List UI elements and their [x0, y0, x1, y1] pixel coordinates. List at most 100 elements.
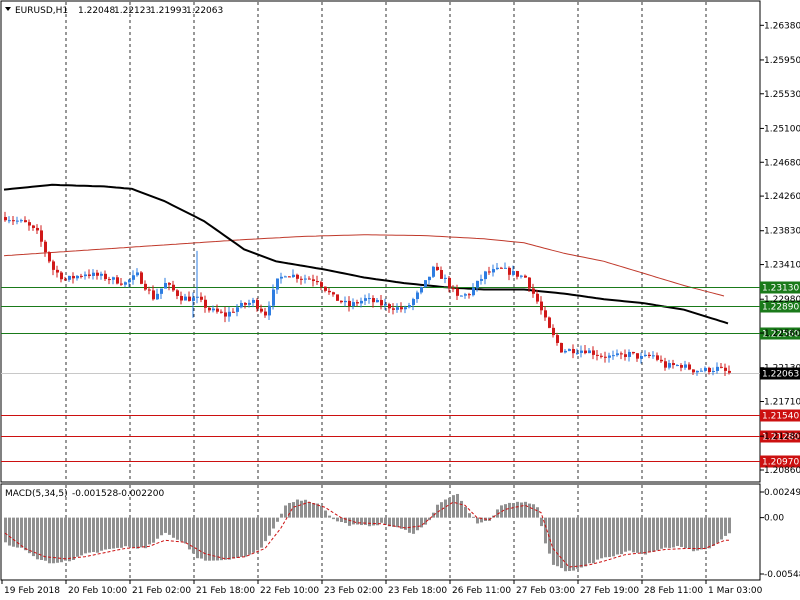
- candle-body: [100, 273, 103, 276]
- candle-body: [164, 283, 167, 289]
- candle-body: [200, 296, 203, 300]
- macd-bar: [296, 499, 299, 518]
- candle-body: [24, 220, 27, 223]
- bear-candle: [548, 316, 551, 329]
- time-tick-label: 1 Mar 03:00: [708, 586, 763, 596]
- macd-bar: [648, 517, 651, 553]
- candle-body: [324, 286, 327, 291]
- macd-bar: [228, 517, 231, 560]
- support-level-label: 1.22890: [762, 303, 799, 313]
- macd-bar: [584, 517, 587, 567]
- macd-bar: [360, 517, 363, 526]
- macd-bar: [340, 517, 343, 522]
- price-tick-label: 1.20860: [764, 466, 800, 476]
- macd-bar: [212, 517, 215, 561]
- price-tick-label: 1.26380: [764, 21, 800, 31]
- bull-candle: [492, 264, 495, 277]
- bear-candle: [600, 353, 603, 359]
- candle-body: [620, 353, 623, 355]
- candle-body: [448, 277, 451, 289]
- bear-candle: [40, 225, 43, 247]
- macd-bar: [624, 517, 627, 552]
- bull-candle: [712, 367, 715, 376]
- candle-body: [400, 307, 403, 310]
- bull-candle: [640, 352, 643, 364]
- bull-candle: [160, 288, 163, 299]
- candle-body: [412, 299, 415, 306]
- macd-axis: 0.002491 0.00 -0.005481: [760, 488, 800, 580]
- macd-signal-value: -0.002200: [118, 489, 164, 499]
- dropdown-triangle-icon[interactable]: [5, 7, 11, 11]
- candle-body: [664, 361, 667, 368]
- candle-body: [28, 222, 31, 226]
- candle-body: [700, 370, 703, 372]
- macd-bar: [468, 513, 471, 518]
- bear-candle: [540, 296, 543, 315]
- candle-body: [496, 267, 499, 270]
- candle-body: [288, 276, 291, 278]
- bear-candle: [244, 302, 247, 309]
- bull-candle: [236, 304, 239, 317]
- macd-bar: [112, 517, 115, 549]
- macd-bar: [536, 507, 539, 518]
- bear-candle: [200, 292, 203, 303]
- macd-bar: [436, 504, 439, 518]
- macd-bar: [388, 517, 391, 527]
- macd-bar: [192, 517, 195, 554]
- candle-body: [260, 308, 263, 312]
- macd-bar: [576, 517, 579, 569]
- bear-candle: [672, 359, 675, 369]
- bear-candle: [624, 349, 627, 361]
- candle-body: [660, 359, 663, 362]
- bear-candle: [256, 298, 259, 312]
- resistance-level-label: 1.21280: [762, 433, 799, 443]
- macd-bar: [620, 517, 623, 555]
- bear-candle: [500, 266, 503, 269]
- bear-candle: [488, 266, 491, 275]
- candle-body: [296, 274, 299, 279]
- macd-bar: [120, 517, 123, 548]
- macd-bar: [568, 517, 571, 572]
- time-tick-label: 19 Feb 2018: [4, 586, 60, 596]
- bull-candle: [644, 350, 647, 358]
- bull-candle: [196, 250, 199, 304]
- bull-candle: [292, 269, 295, 279]
- ma-slow-path: [3, 234, 725, 297]
- macd-bar: [656, 517, 659, 551]
- time-tick-label: 27 Feb 19:00: [580, 586, 639, 596]
- candle-body: [128, 279, 131, 283]
- bear-candle: [80, 273, 83, 279]
- candle-body: [252, 299, 255, 303]
- bear-candle: [468, 292, 471, 299]
- bear-candle: [524, 274, 527, 278]
- price-panel[interactable]: [0, 0, 761, 483]
- bear-candle: [332, 291, 335, 297]
- candle-body: [684, 364, 687, 368]
- macd-bar: [392, 517, 395, 527]
- bull-candle: [184, 293, 187, 301]
- bear-candle: [592, 346, 595, 360]
- bear-candle: [720, 362, 723, 369]
- bull-candle: [676, 364, 679, 367]
- bear-candle: [660, 355, 663, 363]
- bear-candle: [596, 350, 599, 361]
- bear-candle: [584, 344, 587, 355]
- candle-body: [176, 290, 179, 296]
- bull-candle: [128, 279, 131, 288]
- bear-candle: [400, 302, 403, 313]
- bull-candle: [100, 271, 103, 280]
- bear-candle: [168, 281, 171, 291]
- candle-body: [416, 292, 419, 300]
- candle-body: [604, 356, 607, 358]
- macd-bar: [380, 517, 383, 523]
- candle-body: [344, 300, 347, 303]
- macd-bar: [240, 517, 243, 557]
- macd-bar: [208, 517, 211, 561]
- bear-candle: [36, 224, 39, 235]
- macd-bar: [372, 517, 375, 526]
- macd-bar: [636, 517, 639, 553]
- macd-bar: [92, 517, 95, 553]
- macd-bar: [696, 517, 699, 551]
- bull-candle: [512, 265, 515, 277]
- macd-bar: [672, 517, 675, 548]
